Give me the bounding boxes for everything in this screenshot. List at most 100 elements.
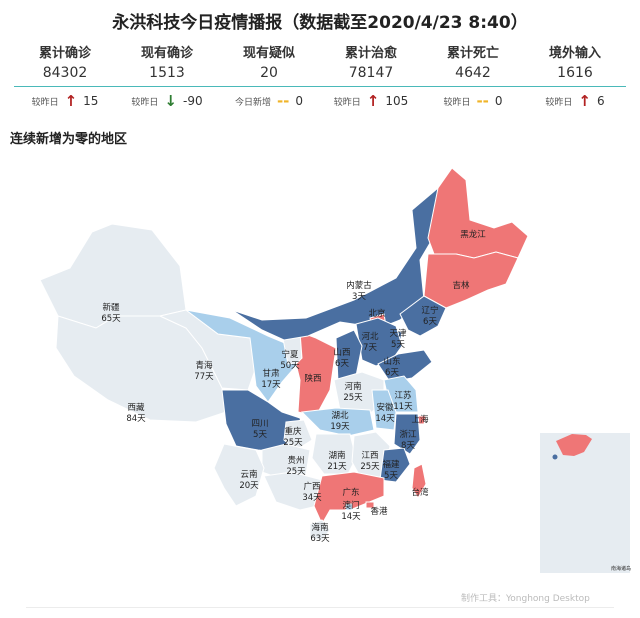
- region-湖北[interactable]: [300, 407, 375, 437]
- kpi-label: 现有疑似: [242, 46, 295, 61]
- region-label-湖南: 湖南 21天: [327, 450, 347, 472]
- delta-value: 0: [295, 94, 304, 108]
- delta-value: 6: [596, 94, 605, 108]
- region-浙江[interactable]: [393, 413, 421, 455]
- footer-divider: [26, 607, 614, 608]
- region-label-江西: 江西 25天: [360, 451, 380, 472]
- delta-value: 105: [385, 94, 409, 108]
- kpi-suspected: 现有疑似 20: [218, 42, 320, 86]
- region-香港[interactable]: [365, 501, 375, 509]
- scs-inset-frame: [540, 433, 630, 573]
- delta-label: 较昨日: [31, 97, 59, 108]
- trend-up-icon: ↑: [64, 91, 78, 110]
- region-label-黑龙江: 黑龙江: [460, 229, 486, 240]
- kpi-imported: 境外输入 1616: [524, 42, 626, 86]
- kpi-label: 境外输入: [548, 46, 601, 61]
- region-label-河南: 河南 25天: [343, 381, 363, 403]
- delta-current-confirmed: 较昨日 ↓ -90: [116, 91, 218, 111]
- delta-label: 较昨日: [545, 97, 573, 108]
- kpi-value: 78147: [348, 65, 394, 81]
- region-安徽[interactable]: [371, 389, 397, 431]
- region-山西[interactable]: [335, 329, 363, 383]
- kpi-recovered: 累计治愈 78147: [320, 42, 422, 86]
- delta-value: 0: [494, 94, 503, 108]
- kpi-total-confirmed: 累计确诊 84302: [14, 42, 116, 86]
- region-label-上海: 上海: [411, 414, 429, 425]
- delta-row: 较昨日 ↑ 15 较昨日 ↓ -90 今日新增 -- 0 较昨日 ↑ 105 较昨日 -- 0 较昨…: [14, 91, 626, 111]
- delta-total-confirmed: 较昨日 ↑ 15: [14, 91, 116, 111]
- region-辽宁[interactable]: [399, 295, 447, 337]
- region-台湾[interactable]: [411, 463, 427, 499]
- delta-label: 较昨日: [131, 97, 159, 108]
- region-label-甘肃: 甘肃 17天: [261, 368, 281, 390]
- scs-inset-guangdong: [556, 434, 592, 456]
- delta-deaths: 较昨日 -- 0: [422, 91, 524, 111]
- delta-recovered: 较昨日 ↑ 105: [320, 91, 422, 111]
- region-label-北京: 北京: [368, 308, 385, 319]
- region-label-澳门: 澳门 14天: [341, 500, 361, 522]
- trend-flat-icon: --: [276, 91, 290, 110]
- region-label-广东: 广东: [342, 487, 359, 498]
- region-label-重庆: 重庆 25天: [283, 426, 303, 448]
- region-label-新疆: 新疆 65天: [101, 302, 121, 324]
- region-海南[interactable]: [309, 519, 331, 541]
- delta-suspected: 今日新增 -- 0: [218, 91, 320, 111]
- delta-label: 今日新增: [234, 97, 271, 108]
- region-吉林[interactable]: [423, 251, 519, 309]
- delta-value: 15: [83, 94, 99, 108]
- delta-value: -90: [182, 94, 203, 108]
- region-label-四川: 四川 5天: [251, 419, 268, 440]
- region-澳门[interactable]: [345, 503, 353, 511]
- region-label-广西: 广西 34天: [302, 481, 322, 503]
- region-云南[interactable]: [213, 443, 265, 507]
- trend-down-icon: ↓: [164, 91, 177, 110]
- kpi-deaths: 累计死亡 4642: [422, 42, 524, 86]
- region-label-西藏: 西藏 84天: [126, 402, 146, 424]
- kpi-label: 累计治愈: [344, 46, 397, 61]
- region-label-吉林: 吉林: [452, 280, 470, 291]
- delta-label: 较昨日: [333, 97, 361, 108]
- scs-inset-label: 南海诸岛: [611, 565, 631, 572]
- region-label-河北: 河北 7天: [361, 331, 379, 353]
- kpi-label: 现有确诊: [140, 46, 193, 61]
- kpi-label: 累计确诊: [38, 46, 91, 61]
- region-label-青海: 青海 77天: [194, 360, 214, 382]
- trend-flat-icon: --: [476, 91, 489, 110]
- kpi-value: 4642: [455, 65, 491, 81]
- region-label-辽宁: 辽宁 6天: [421, 305, 438, 327]
- region-label-宁夏: 宁夏 50天: [280, 349, 300, 371]
- kpi-row: 累计确诊 84302 现有确诊 1513 现有疑似 20 累计治愈 78147 累计死亡…: [14, 42, 626, 87]
- trend-up-icon: ↑: [366, 91, 380, 110]
- trend-up-icon: ↑: [578, 91, 591, 110]
- kpi-value: 1616: [557, 65, 593, 81]
- region-label-浙江: 浙江 8天: [399, 429, 417, 451]
- region-label-台湾: 台湾: [411, 487, 429, 498]
- kpi-value: 84302: [42, 65, 88, 81]
- region-河北[interactable]: [355, 317, 403, 367]
- section-title: 连续新增为零的地区: [10, 132, 128, 147]
- region-福建[interactable]: [379, 447, 411, 483]
- region-label-山东: 山东 6天: [383, 356, 400, 378]
- region-label-云南: 云南 20天: [239, 469, 259, 491]
- kpi-value: 1513: [149, 65, 185, 81]
- page-title: 永洪科技今日疫情播报（数据截至2020/4/23 8:40）: [112, 13, 528, 33]
- region-label-香港: 香港: [370, 506, 388, 517]
- region-重庆[interactable]: [283, 419, 313, 451]
- region-label-福建: 福建 5天: [382, 459, 400, 481]
- region-label-江苏: 江苏 11天: [393, 390, 413, 412]
- scs-inset: 南海诸岛: [540, 433, 631, 573]
- region-label-湖北: 湖北 19天: [330, 411, 350, 432]
- scs-inset-hainan: [552, 454, 558, 460]
- kpi-current-confirmed: 现有确诊 1513: [116, 42, 218, 86]
- region-黑龙江[interactable]: [427, 167, 529, 259]
- footer-credit: 制作工具：Yonghong Desktop: [461, 594, 590, 604]
- delta-label: 较昨日: [443, 97, 471, 108]
- kpi-label: 累计死亡: [446, 46, 499, 61]
- region-甘肃[interactable]: [185, 309, 297, 403]
- region-label-山西: 山西 6天: [333, 347, 350, 369]
- region-label-海南: 海南 63天: [310, 522, 330, 544]
- region-label-陕西: 陕西: [304, 373, 321, 384]
- delta-imported: 较昨日 ↑ 6: [524, 91, 626, 111]
- region-label-天津: 天津 5天: [389, 328, 407, 350]
